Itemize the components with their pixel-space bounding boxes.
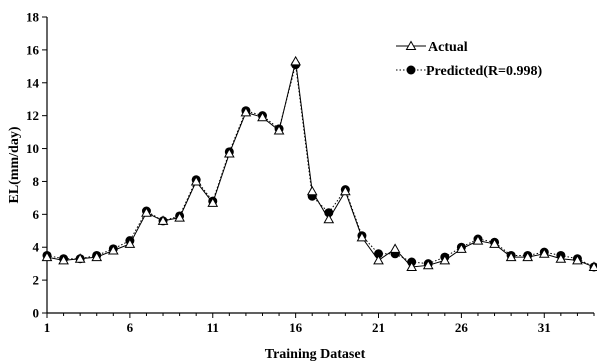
- actual-point: [58, 254, 69, 265]
- legend-actual-marker: [405, 40, 417, 50]
- x-axis-title: Training Dataset: [265, 347, 366, 361]
- actual-point: [572, 254, 583, 265]
- y-tick-label: 14: [26, 75, 40, 90]
- y-tick-label: 2: [33, 273, 40, 288]
- axes: [46, 17, 594, 314]
- actual-point: [340, 185, 351, 196]
- actual-point: [273, 124, 285, 135]
- legend-item-predicted: Predicted(R=0.998): [396, 64, 543, 79]
- x-tick-label: 31: [538, 320, 551, 335]
- predicted-point: [324, 208, 334, 218]
- actual-point: [406, 261, 418, 271]
- actual-point: [489, 238, 500, 248]
- y-tick-label: 10: [26, 141, 39, 156]
- actual-point: [257, 111, 268, 122]
- actual-point: [74, 253, 86, 263]
- actual-point: [439, 254, 451, 265]
- actual-point: [306, 185, 318, 196]
- actual-point: [207, 197, 219, 207]
- legend-item-actual: Actual: [396, 40, 468, 55]
- actual-point: [588, 261, 597, 271]
- y-axis-title: EL(mm/day): [7, 126, 22, 203]
- actual-point: [422, 259, 434, 270]
- actual-point: [190, 175, 202, 186]
- series-markers: [41, 55, 597, 272]
- actual-point: [141, 207, 152, 217]
- actual-point: [356, 231, 368, 242]
- actual-point: [373, 254, 384, 265]
- actual-point: [91, 251, 103, 262]
- y-tick-label: 4: [33, 240, 40, 255]
- actual-point: [389, 243, 401, 253]
- actual-point: [240, 106, 252, 117]
- actual-point: [41, 251, 53, 262]
- series-line-actual: [46, 61, 595, 268]
- y-tick-label: 16: [26, 42, 40, 57]
- legend-actual-label: Actual: [428, 40, 468, 55]
- x-tick-label: 1: [44, 320, 51, 335]
- actual-point: [555, 253, 567, 263]
- y-tick-label: 8: [33, 174, 40, 189]
- actual-point: [456, 243, 467, 253]
- actual-point: [538, 248, 550, 258]
- x-tick-label: 16: [289, 320, 303, 335]
- actual-point: [174, 212, 185, 222]
- predicted-point: [374, 249, 384, 259]
- actual-point: [505, 251, 517, 262]
- x-tick-label: 6: [127, 320, 134, 335]
- series-lines: [46, 61, 595, 268]
- legend-predicted-label: Predicted(R=0.998): [426, 64, 543, 79]
- y-tick-label: 0: [33, 306, 40, 321]
- y-tick-label: 12: [26, 108, 39, 123]
- legend: Actual Predicted(R=0.998): [396, 40, 543, 79]
- y-tick-label: 6: [33, 207, 40, 222]
- actual-point: [522, 251, 534, 262]
- actual-point: [223, 147, 235, 158]
- x-tick-label: 11: [207, 320, 219, 335]
- actual-point: [124, 238, 136, 248]
- actual-point: [323, 213, 335, 224]
- legend-predicted-marker: [406, 65, 416, 75]
- actual-point: [157, 215, 169, 225]
- x-tick-label: 21: [372, 320, 385, 335]
- actual-point: [107, 244, 119, 255]
- y-tick-label: 18: [26, 10, 40, 25]
- actual-point: [290, 55, 301, 66]
- actual-point: [472, 235, 484, 245]
- x-tick-label: 26: [455, 320, 469, 335]
